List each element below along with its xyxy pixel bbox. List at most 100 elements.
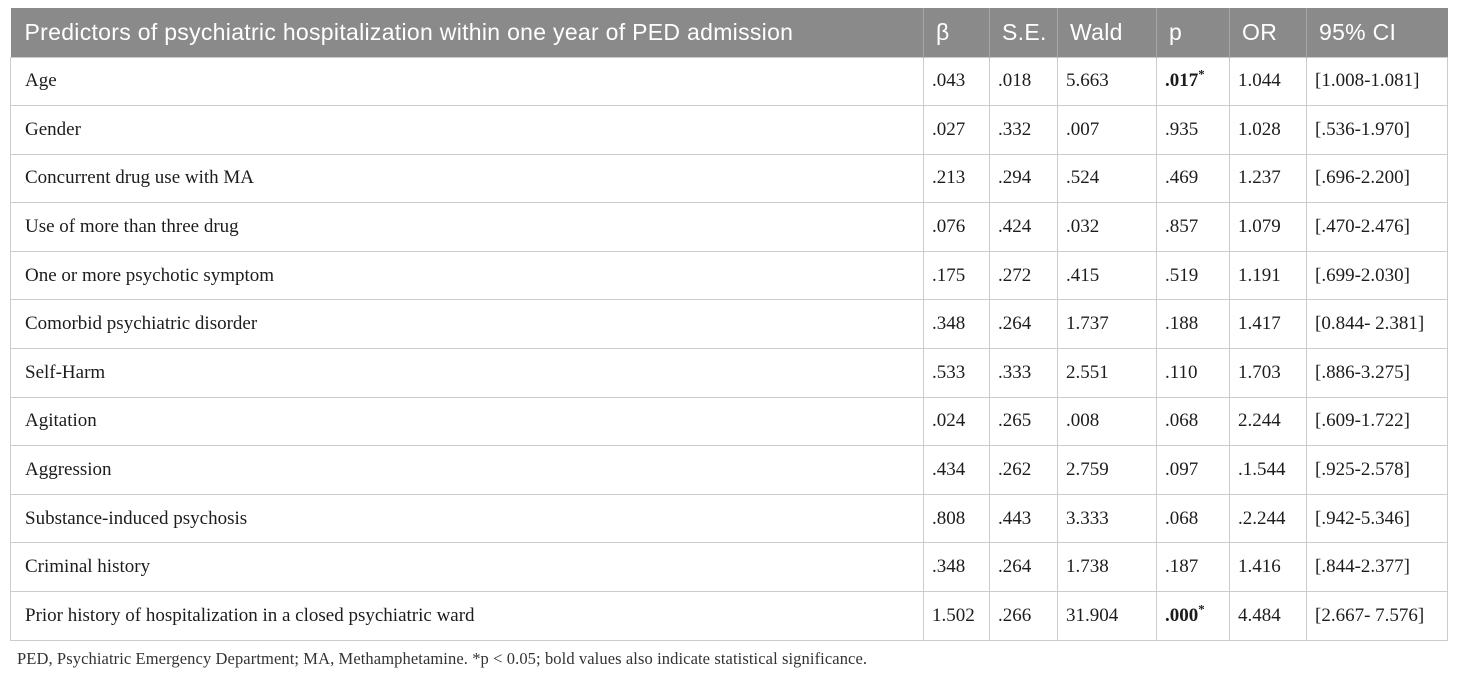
or-value: .2.244 [1229,493,1307,544]
table-row: Agitation .024 .265 .008 .068 2.244 [.60… [10,396,1448,447]
predictor-label: One or more psychotic symptom [10,250,924,301]
p-value: .935 [1156,105,1230,155]
col-header-ci: 95% CI [1306,8,1448,57]
beta-value: .024 [923,396,990,447]
wald-value: .415 [1057,250,1157,301]
predictor-label: Aggression [10,445,924,495]
ci-value: [.536-1.970] [1306,105,1448,155]
predictor-label: Prior history of hospitalization in a cl… [10,591,924,641]
wald-value: .032 [1057,202,1157,252]
p-value: .017* [1156,56,1230,107]
significance-star: * [1198,601,1205,617]
table-row: Aggression .434 .262 2.759 .097 .1.544 [… [10,445,1448,495]
ci-value: [.609-1.722] [1306,396,1448,447]
p-value: .857 [1156,202,1230,252]
or-value: 1.079 [1229,202,1307,252]
beta-value: .533 [923,348,990,398]
p-value: .188 [1156,299,1230,350]
or-value: 1.191 [1229,250,1307,301]
beta-value: .434 [923,445,990,495]
table-row: Criminal history .348 .264 1.738 .187 1.… [10,542,1448,593]
ci-value: [2.667- 7.576] [1306,591,1448,641]
beta-value: .348 [923,299,990,350]
beta-value: .076 [923,202,990,252]
p-value: .068 [1156,493,1230,544]
se-value: .424 [989,202,1058,252]
se-value: .265 [989,396,1058,447]
predictor-label: Substance-induced psychosis [10,493,924,544]
table-row: One or more psychotic symptom .175 .272 … [10,250,1448,301]
beta-value: .213 [923,153,990,204]
ci-value: [.470-2.476] [1306,202,1448,252]
predictor-label: Use of more than three drug [10,202,924,252]
results-table: Predictors of psychiatric hospitalizatio… [10,8,1448,641]
se-value: .294 [989,153,1058,204]
wald-value: 1.738 [1057,542,1157,593]
table-title: Predictors of psychiatric hospitalizatio… [10,8,924,57]
se-value: .266 [989,591,1058,641]
ci-value: [.886-3.275] [1306,348,1448,398]
predictor-label: Gender [10,105,924,155]
table-row: Gender .027 .332 .007 .935 1.028 [.536-1… [10,105,1448,155]
wald-value: 31.904 [1057,591,1157,641]
p-value: .068 [1156,396,1230,447]
table-body: Age .043 .018 5.663 .017* 1.044 [1.008-1… [10,56,1448,641]
significance-star: * [1198,66,1205,82]
ci-value: [.844-2.377] [1306,542,1448,593]
table-row: Age .043 .018 5.663 .017* 1.044 [1.008-1… [10,56,1448,107]
beta-value: .027 [923,105,990,155]
predictor-label: Agitation [10,396,924,447]
se-value: .264 [989,542,1058,593]
p-value: .110 [1156,348,1230,398]
col-header-beta: β [923,8,990,57]
header-row: Predictors of psychiatric hospitalizatio… [10,8,1448,57]
col-header-p: p [1156,8,1230,57]
beta-value: .043 [923,56,990,107]
or-value: 1.703 [1229,348,1307,398]
table-row: Comorbid psychiatric disorder .348 .264 … [10,299,1448,350]
predictor-label: Self-Harm [10,348,924,398]
table-footnote: PED, Psychiatric Emergency Department; M… [17,648,868,668]
wald-value: .007 [1057,105,1157,155]
or-value: 1.237 [1229,153,1307,204]
beta-value: 1.502 [923,591,990,641]
predictor-label: Criminal history [10,542,924,593]
ci-value: [0.844- 2.381] [1306,299,1448,350]
ci-value: [.699-2.030] [1306,250,1448,301]
ci-value: [.925-2.578] [1306,445,1448,495]
ci-value: [.696-2.200] [1306,153,1448,204]
wald-value: .008 [1057,396,1157,447]
wald-value: .524 [1057,153,1157,204]
col-header-or: OR [1229,8,1307,57]
or-value: 4.484 [1229,591,1307,641]
predictor-label: Comorbid psychiatric disorder [10,299,924,350]
predictor-label: Concurrent drug use with MA [10,153,924,204]
or-value: .1.544 [1229,445,1307,495]
beta-value: .348 [923,542,990,593]
p-value: .000* [1156,591,1230,641]
wald-value: 1.737 [1057,299,1157,350]
or-value: 1.028 [1229,105,1307,155]
wald-value: 3.333 [1057,493,1157,544]
or-value: 1.416 [1229,542,1307,593]
table-row: Prior history of hospitalization in a cl… [10,591,1448,641]
se-value: .333 [989,348,1058,398]
col-header-wald: Wald [1057,8,1157,57]
beta-value: .808 [923,493,990,544]
se-value: .272 [989,250,1058,301]
table-row: Self-Harm .533 .333 2.551 .110 1.703 [.8… [10,348,1448,398]
p-value: .519 [1156,250,1230,301]
p-value: .469 [1156,153,1230,204]
predictor-label: Age [10,56,924,107]
se-value: .332 [989,105,1058,155]
p-value: .097 [1156,445,1230,495]
se-value: .264 [989,299,1058,350]
beta-value: .175 [923,250,990,301]
p-value: .187 [1156,542,1230,593]
wald-value: 5.663 [1057,56,1157,107]
se-value: .262 [989,445,1058,495]
ci-value: [.942-5.346] [1306,493,1448,544]
or-value: 1.044 [1229,56,1307,107]
se-value: .018 [989,56,1058,107]
